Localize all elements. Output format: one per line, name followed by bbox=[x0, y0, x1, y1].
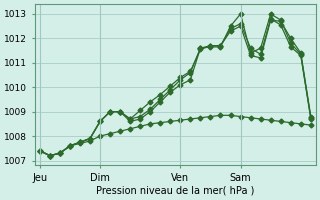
X-axis label: Pression niveau de la mer( hPa ): Pression niveau de la mer( hPa ) bbox=[96, 186, 254, 196]
